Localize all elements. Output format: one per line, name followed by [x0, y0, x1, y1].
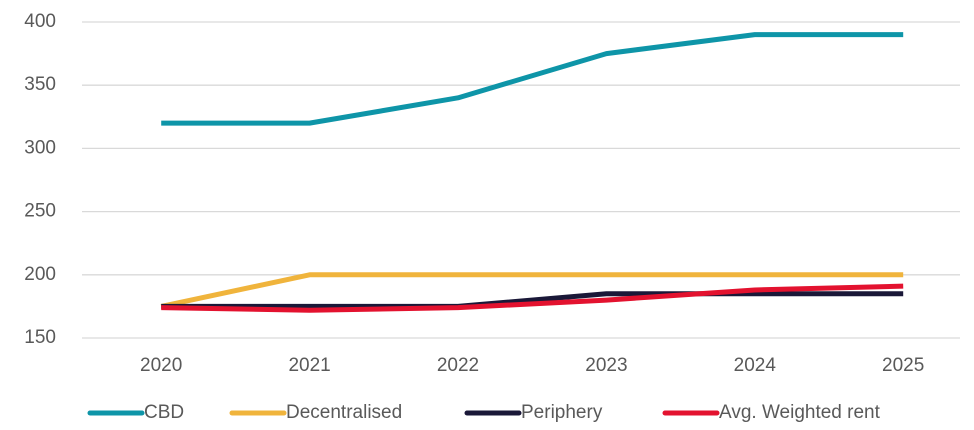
y-tick-label: 350 [24, 74, 56, 95]
x-tick-label: 2025 [882, 355, 924, 376]
legend-label: Periphery [521, 402, 603, 423]
legend-label: Avg. Weighted rent [719, 402, 881, 423]
x-tick-label: 2024 [734, 355, 777, 376]
x-tick-label: 2021 [288, 355, 330, 376]
legend-label: CBD [144, 402, 184, 423]
series-line [160, 272, 904, 309]
y-tick-label: 300 [24, 137, 56, 158]
y-tick-label: 150 [24, 327, 56, 348]
x-tick-label: 2022 [437, 355, 479, 376]
y-tick-label: 250 [24, 201, 56, 222]
series-line [161, 283, 904, 313]
x-tick-label: 2023 [585, 355, 627, 376]
y-tick-label: 200 [24, 264, 56, 285]
series-line [161, 291, 904, 309]
series-line [161, 32, 904, 126]
legend-label: Decentralised [286, 402, 402, 423]
x-tick-label: 2020 [140, 355, 182, 376]
y-tick-label: 400 [24, 11, 56, 32]
